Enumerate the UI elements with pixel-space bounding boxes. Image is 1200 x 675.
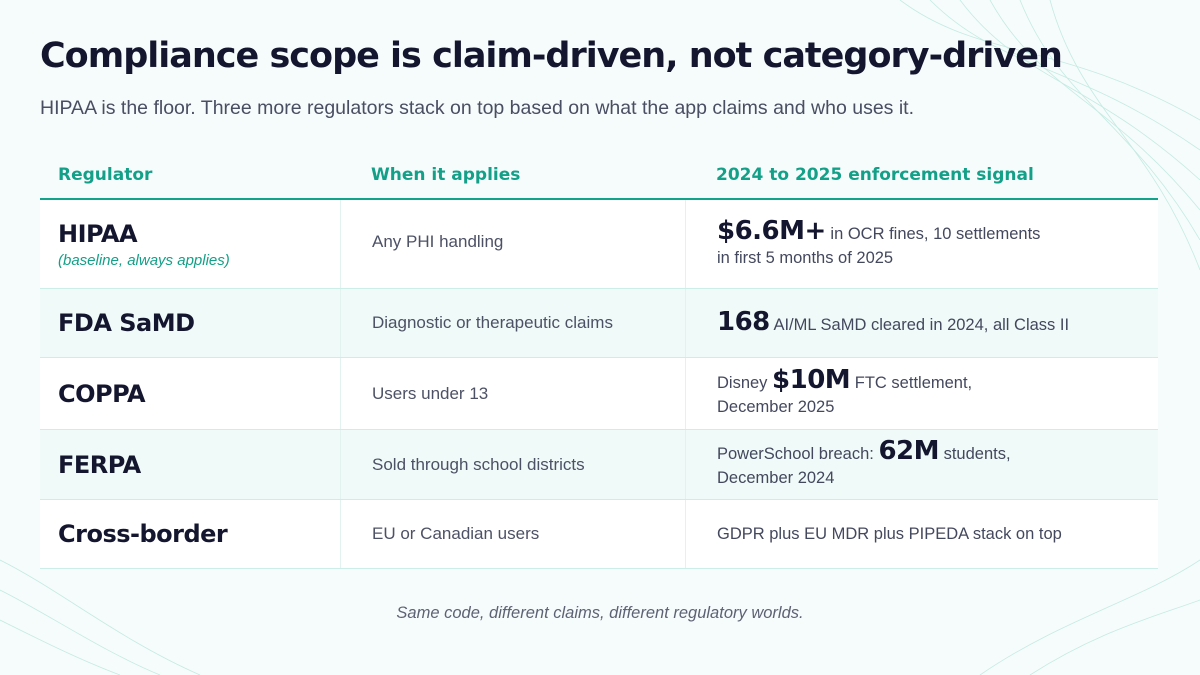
applies-text: EU or Canadian users <box>372 524 540 543</box>
signal-highlight: 62M <box>878 436 939 466</box>
table-row: COPPA Users under 13 Disney $10M FTC set… <box>40 358 1158 430</box>
signal-line-1: PowerSchool breach: 62M students, <box>717 436 1158 466</box>
table-row: Cross-border EU or Canadian users GDPR p… <box>40 500 1158 569</box>
applies-cell: Any PHI handling <box>340 200 685 288</box>
signal-cell: 168 AI/ML SaMD cleared in 2024, all Clas… <box>685 289 1158 357</box>
applies-cell: Sold through school districts <box>340 430 685 499</box>
signal-line-2: December 2024 <box>717 469 835 487</box>
applies-text: Any PHI handling <box>372 232 504 251</box>
page-subtitle: HIPAA is the floor. Three more regulator… <box>40 97 915 119</box>
regulator-cell: FDA SaMD <box>40 289 340 357</box>
signal-line-1: Disney $10M FTC settlement, <box>717 365 1158 395</box>
signal-post: students, <box>939 445 1011 463</box>
applies-cell: EU or Canadian users <box>340 500 685 568</box>
header-when-it-applies: When it applies <box>371 165 521 185</box>
regulator-cell: COPPA <box>40 358 340 429</box>
regulator-cell: FERPA <box>40 430 340 499</box>
signal-cell: GDPR plus EU MDR plus PIPEDA stack on to… <box>685 500 1158 568</box>
applies-text: Diagnostic or therapeutic claims <box>372 313 613 332</box>
table-row: FERPA Sold through school districts Powe… <box>40 430 1158 500</box>
regulator-name: COPPA <box>58 379 146 408</box>
signal-cell: Disney $10M FTC settlement, December 202… <box>685 358 1158 429</box>
signal-cell: PowerSchool breach: 62M students, Decemb… <box>685 430 1158 499</box>
applies-cell: Diagnostic or therapeutic claims <box>340 289 685 357</box>
regulator-name: FDA SaMD <box>58 309 195 337</box>
applies-text: Users under 13 <box>372 383 489 403</box>
signal-line-1: $6.6M+ in OCR fines, 10 settlements <box>717 215 1158 246</box>
regulator-name: HIPAA <box>58 219 138 248</box>
signal-line-2: in first 5 months of 2025 <box>717 248 894 267</box>
table-row: HIPAA (baseline, always applies) Any PHI… <box>40 200 1158 289</box>
footer-caption: Same code, different claims, different r… <box>396 604 804 622</box>
signal-line-1: GDPR plus EU MDR plus PIPEDA stack on to… <box>717 525 1062 543</box>
header-regulator: Regulator <box>58 165 153 185</box>
signal-pre: Disney <box>717 374 773 392</box>
signal-highlight: 168 <box>717 306 770 337</box>
header-enforcement-signal: 2024 to 2025 enforcement signal <box>716 165 1034 185</box>
signal-line-2: December 2025 <box>717 398 835 416</box>
table-row: FDA SaMD Diagnostic or therapeutic claim… <box>40 289 1158 358</box>
regulator-name: Cross-border <box>58 520 228 548</box>
signal-post: FTC settlement, <box>850 374 973 392</box>
regulator-cell: Cross-border <box>40 500 340 568</box>
signal-highlight: $10M <box>772 365 851 395</box>
regulator-table: Regulator When it applies 2024 to 2025 e… <box>40 152 1158 569</box>
signal-post: in OCR fines, 10 settlements <box>825 224 1041 243</box>
applies-cell: Users under 13 <box>340 358 685 429</box>
regulator-name: FERPA <box>58 450 141 479</box>
regulator-note: (baseline, always applies) <box>58 251 230 269</box>
page-title: Compliance scope is claim-driven, not ca… <box>40 36 1063 76</box>
signal-post: AI/ML SaMD cleared in 2024, all Class II <box>769 315 1070 334</box>
applies-text: Sold through school districts <box>372 454 585 474</box>
regulator-cell: HIPAA (baseline, always applies) <box>40 200 340 288</box>
signal-line-1: 168 AI/ML SaMD cleared in 2024, all Clas… <box>717 306 1158 337</box>
signal-cell: $6.6M+ in OCR fines, 10 settlements in f… <box>685 200 1158 288</box>
table-header-row: Regulator When it applies 2024 to 2025 e… <box>40 152 1158 200</box>
signal-highlight: $6.6M+ <box>717 215 826 246</box>
signal-pre: PowerSchool breach: <box>717 445 879 463</box>
